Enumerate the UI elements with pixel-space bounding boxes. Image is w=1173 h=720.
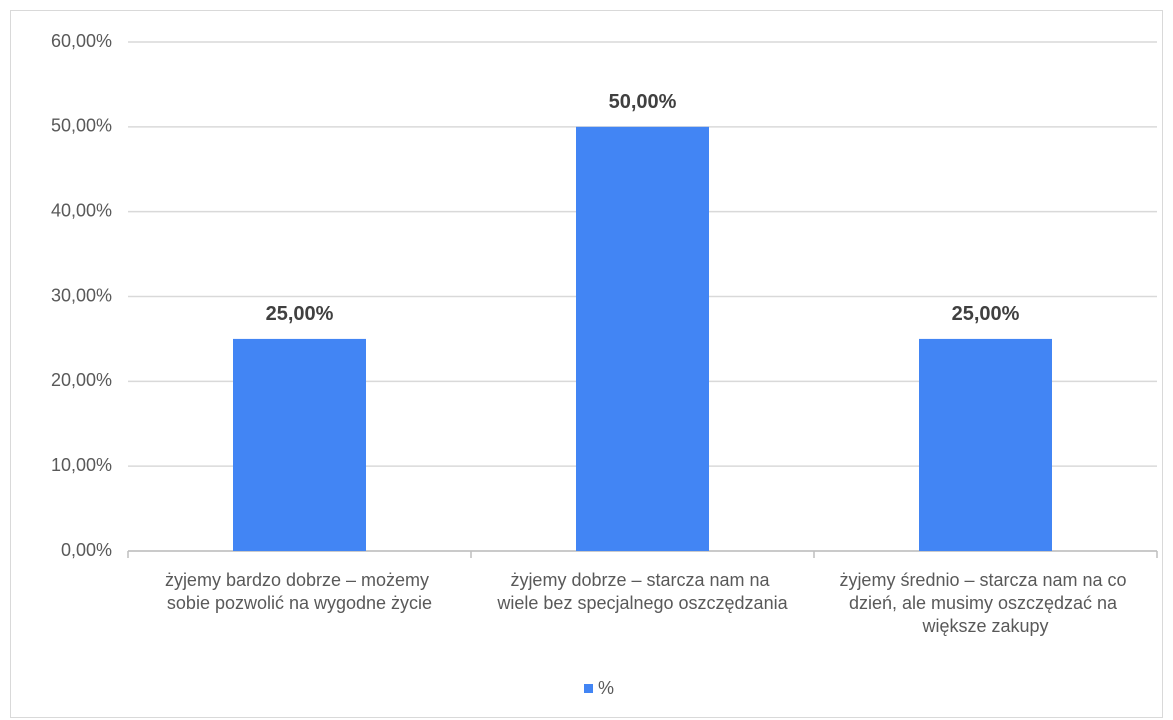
data-label: 25,00% [952,303,1020,325]
legend-label: % [598,678,614,698]
y-tick-label: 50,00% [51,116,112,136]
bar [919,338,1052,551]
x-tick-label: żyjemy bardzo dobrze – możemy sobie pozw… [165,570,434,613]
y-tick-label: 20,00% [51,370,112,390]
y-tick-label: 40,00% [51,200,112,220]
data-label: 25,00% [266,303,334,325]
data-label: 50,00% [609,91,677,113]
legend-swatch [584,684,593,693]
y-tick-label: 0,00% [61,540,112,560]
bar [576,126,709,551]
x-tick-label: żyjemy dobrze – starcza nam na wiele bez… [496,570,788,613]
bar [233,338,366,551]
x-tick-label: żyjemy średnio – starcza nam na co dzień… [839,570,1131,636]
y-tick-label: 30,00% [51,285,112,305]
y-tick-label: 10,00% [51,455,112,475]
y-tick-label: 60,00% [51,31,112,51]
